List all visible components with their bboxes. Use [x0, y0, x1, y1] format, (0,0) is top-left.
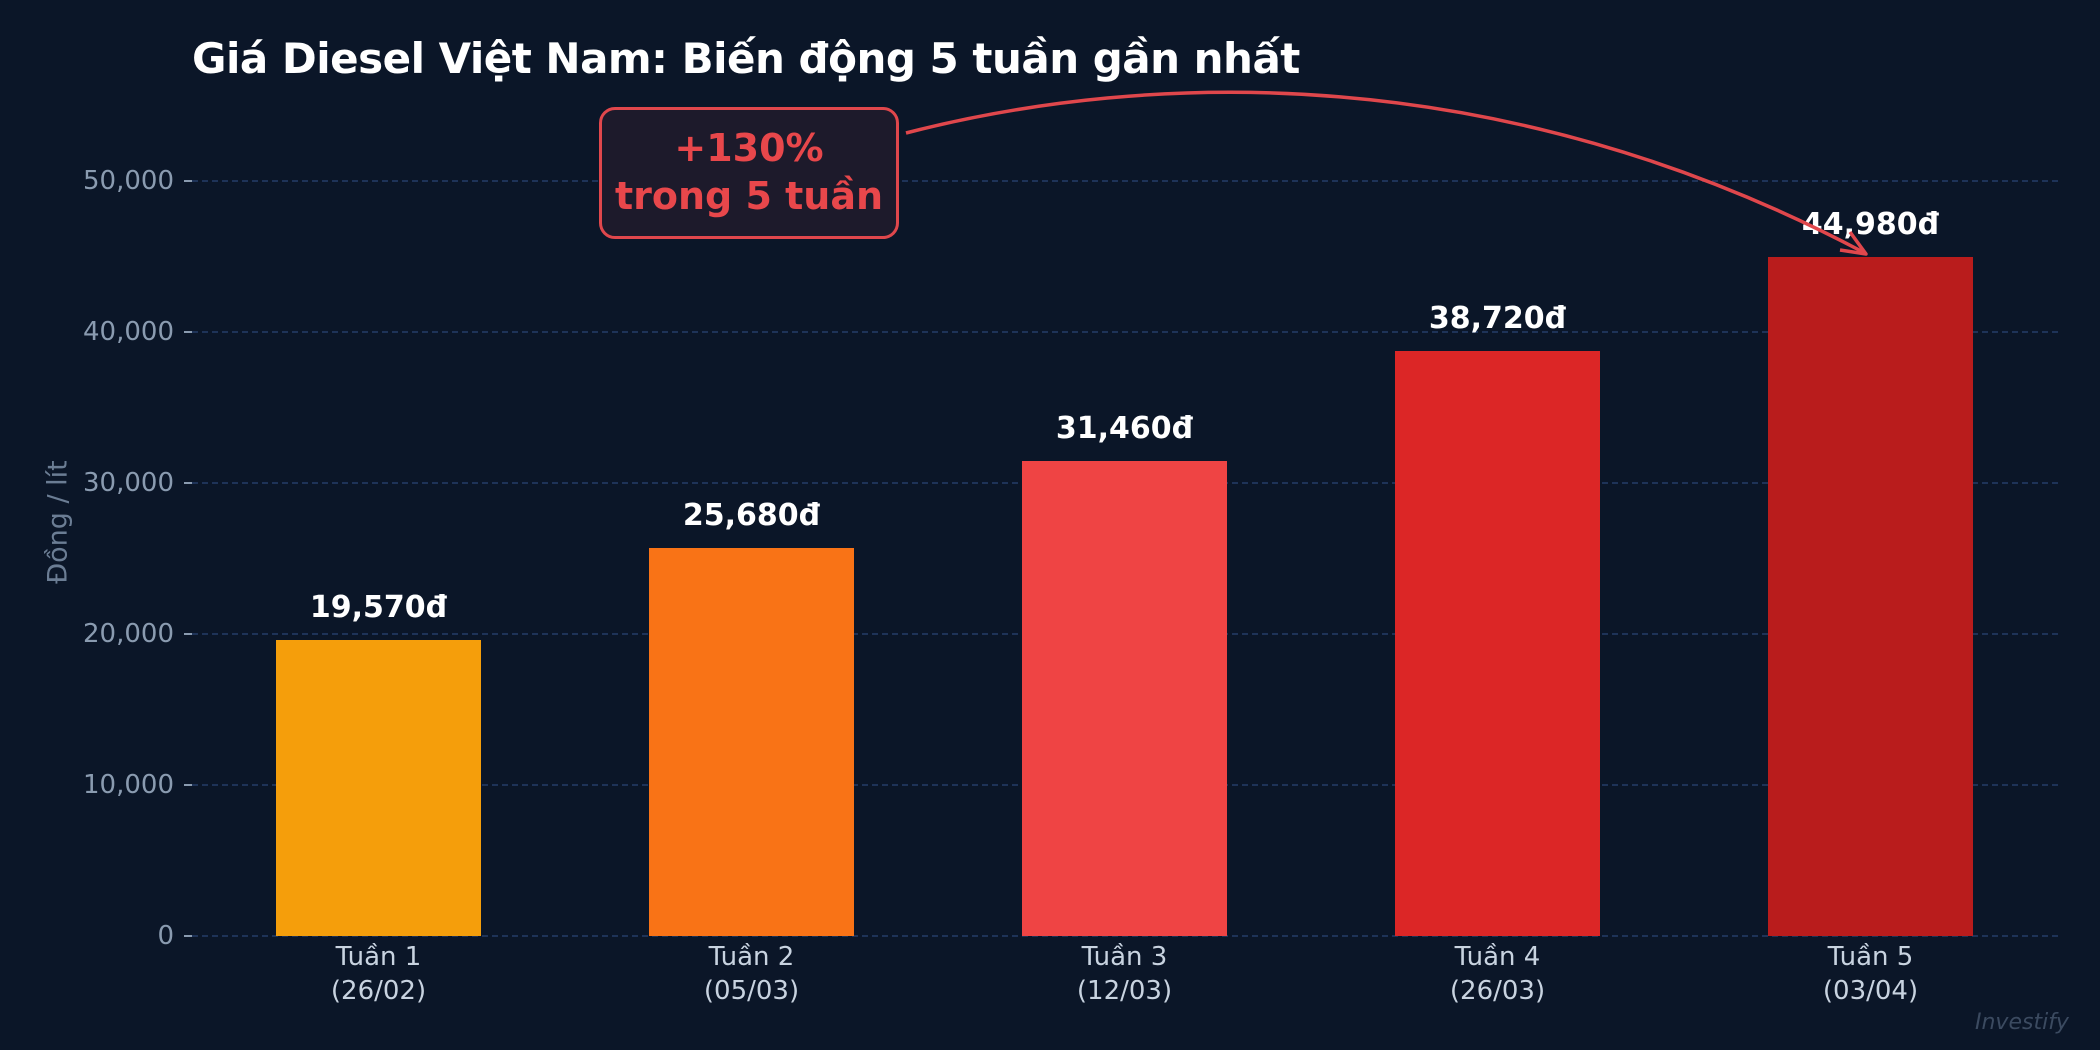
y-tick-mark: [184, 331, 192, 333]
y-tick-label: 10,000: [83, 770, 174, 800]
y-tick-mark: [184, 180, 192, 182]
week-label: Tuần 1: [335, 942, 422, 972]
gridline: [192, 180, 2058, 182]
week-label: Tuần 5: [1827, 942, 1914, 972]
bar-value-label: 25,680đ: [682, 498, 821, 534]
week-label: Tuần 2: [708, 942, 795, 972]
y-tick-label: 50,000: [83, 166, 174, 196]
x-tick-label: Tuần 2 (05/03): [622, 940, 882, 1008]
gridline: [192, 331, 2058, 333]
bar-value-label: 44,980đ: [1801, 206, 1940, 242]
annotation-period: trong 5 tuần: [614, 174, 884, 218]
date-label: (12/03): [1076, 976, 1173, 1006]
y-tick-mark: [184, 784, 192, 786]
gridline: [192, 935, 2058, 937]
x-tick-label: Tuần 3 (12/03): [995, 940, 1255, 1008]
annotation-callout: +130% trong 5 tuần: [599, 107, 899, 239]
annotation-percent: +130%: [674, 126, 824, 170]
date-label: (26/03): [1449, 976, 1546, 1006]
bar-week-3: [1022, 460, 1227, 936]
y-tick-label: 20,000: [83, 619, 174, 649]
chart-title: Giá Diesel Việt Nam: Biến động 5 tuần gầ…: [192, 34, 1300, 83]
bar-week-2: [649, 548, 854, 936]
watermark: Investify: [1975, 1010, 2069, 1035]
x-tick-label: Tuần 5 (03/04): [1741, 940, 2001, 1008]
week-label: Tuần 3: [1081, 942, 1168, 972]
bar-value-label: 19,570đ: [309, 590, 448, 626]
week-label: Tuần 4: [1454, 942, 1541, 972]
y-tick-mark: [184, 633, 192, 635]
bar-week-4: [1395, 351, 1600, 936]
x-tick-label: Tuần 4 (26/03): [1368, 940, 1628, 1008]
bar-week-1: [276, 640, 481, 936]
y-tick-mark: [184, 482, 192, 484]
y-tick-label: 40,000: [83, 317, 174, 347]
y-tick-label: 30,000: [83, 468, 174, 498]
y-tick-label: 0: [157, 921, 174, 951]
bar-value-label: 38,720đ: [1428, 301, 1567, 337]
y-tick-mark: [184, 935, 192, 937]
x-tick-label: Tuần 1 (26/02): [249, 940, 509, 1008]
date-label: (26/02): [330, 976, 427, 1006]
date-label: (05/03): [703, 976, 800, 1006]
bar-week-5: [1768, 256, 1973, 936]
bar-value-label: 31,460đ: [1055, 410, 1194, 446]
date-label: (03/04): [1822, 976, 1919, 1006]
